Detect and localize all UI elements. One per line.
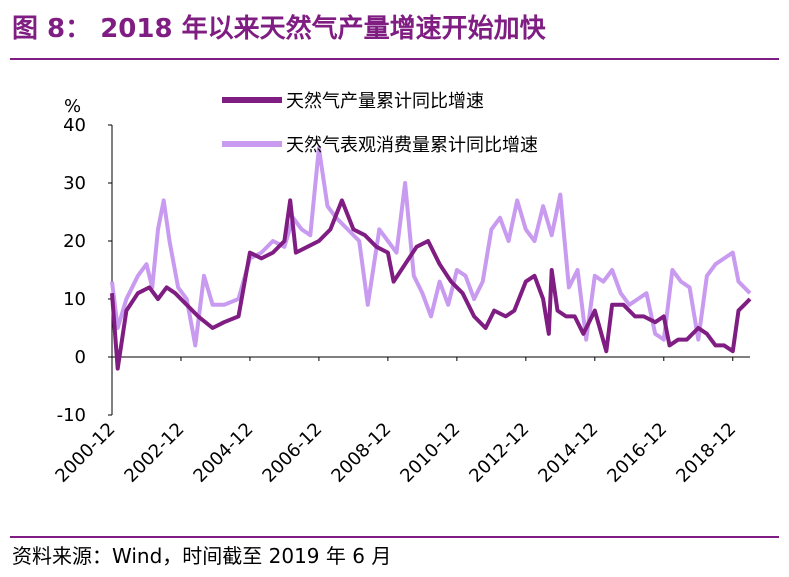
chart-lines: [110, 146, 752, 371]
line-chart: 40 30 20 10 0 -10% 2000-12 2002-12 2004-12 2006-1…: [51, 91, 752, 487]
legend-label-production: 天然气产量累计同比增速: [286, 91, 484, 112]
x-tick-label: 2016-12: [603, 419, 671, 487]
x-tick-label: 2008-12: [327, 419, 395, 487]
source-note: 资料来源：Wind，时间截至 2019 年 6 月: [12, 544, 392, 568]
y-tick-label: 30: [63, 173, 86, 194]
y-tick-label: 40: [63, 115, 86, 136]
figure-title: 图 8： 2018 年以来天然气产量增速开始加快: [12, 14, 546, 44]
x-tick-label: 2018-12: [672, 419, 740, 487]
y-tick-label: -10: [57, 405, 86, 426]
y-tick-label: 10: [63, 289, 86, 310]
y-tick-label: 20: [63, 231, 86, 252]
x-tick-label: 2004-12: [189, 419, 257, 487]
series-line-consumption: [110, 146, 752, 348]
x-tick-label: 2000-12: [51, 419, 119, 487]
y-tick-label: 0: [75, 347, 86, 368]
x-tick-label: 2002-12: [120, 419, 188, 487]
x-tick-label: 2014-12: [534, 419, 602, 487]
y-axis-unit: %: [64, 96, 81, 117]
x-tick-label: 2006-12: [258, 419, 326, 487]
source-divider: [10, 536, 779, 538]
x-tick-label: 2010-12: [396, 419, 464, 487]
title-divider: [10, 58, 779, 60]
legend-label-consumption: 天然气表观消费量累计同比增速: [286, 135, 538, 156]
series-line-production: [110, 198, 752, 371]
x-tick-label: 2012-12: [465, 419, 533, 487]
